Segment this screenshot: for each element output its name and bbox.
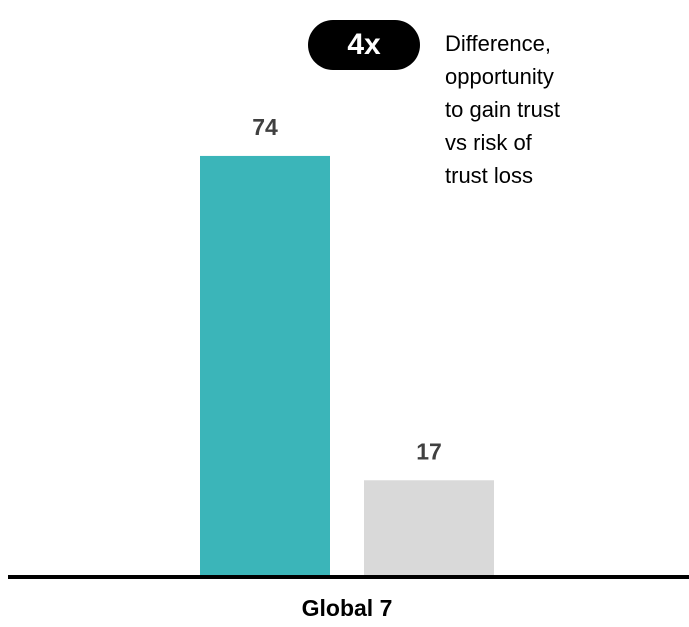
badge (308, 20, 420, 70)
annotation-line: opportunity (445, 64, 554, 89)
annotation-line: vs risk of (445, 130, 533, 155)
annotation-line: trust loss (445, 163, 533, 188)
value-label: 17 (416, 438, 442, 464)
bar (364, 480, 494, 577)
x-tick-label: Global 7 (302, 595, 393, 621)
annotation-line: to gain trust (445, 97, 560, 122)
badge-text: 4x (347, 28, 381, 61)
bar (200, 155, 330, 577)
annotation-line: Difference, (445, 31, 551, 56)
value-label: 74 (252, 114, 278, 140)
